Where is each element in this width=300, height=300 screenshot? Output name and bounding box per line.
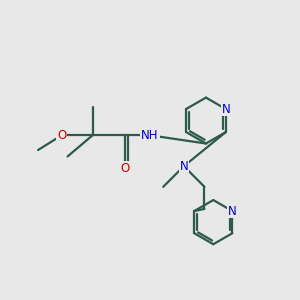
Text: NH: NH bbox=[141, 129, 159, 142]
Text: N: N bbox=[228, 205, 237, 218]
Text: N: N bbox=[221, 103, 230, 116]
Text: O: O bbox=[57, 129, 66, 142]
Text: N: N bbox=[179, 160, 188, 173]
Text: O: O bbox=[120, 162, 130, 175]
